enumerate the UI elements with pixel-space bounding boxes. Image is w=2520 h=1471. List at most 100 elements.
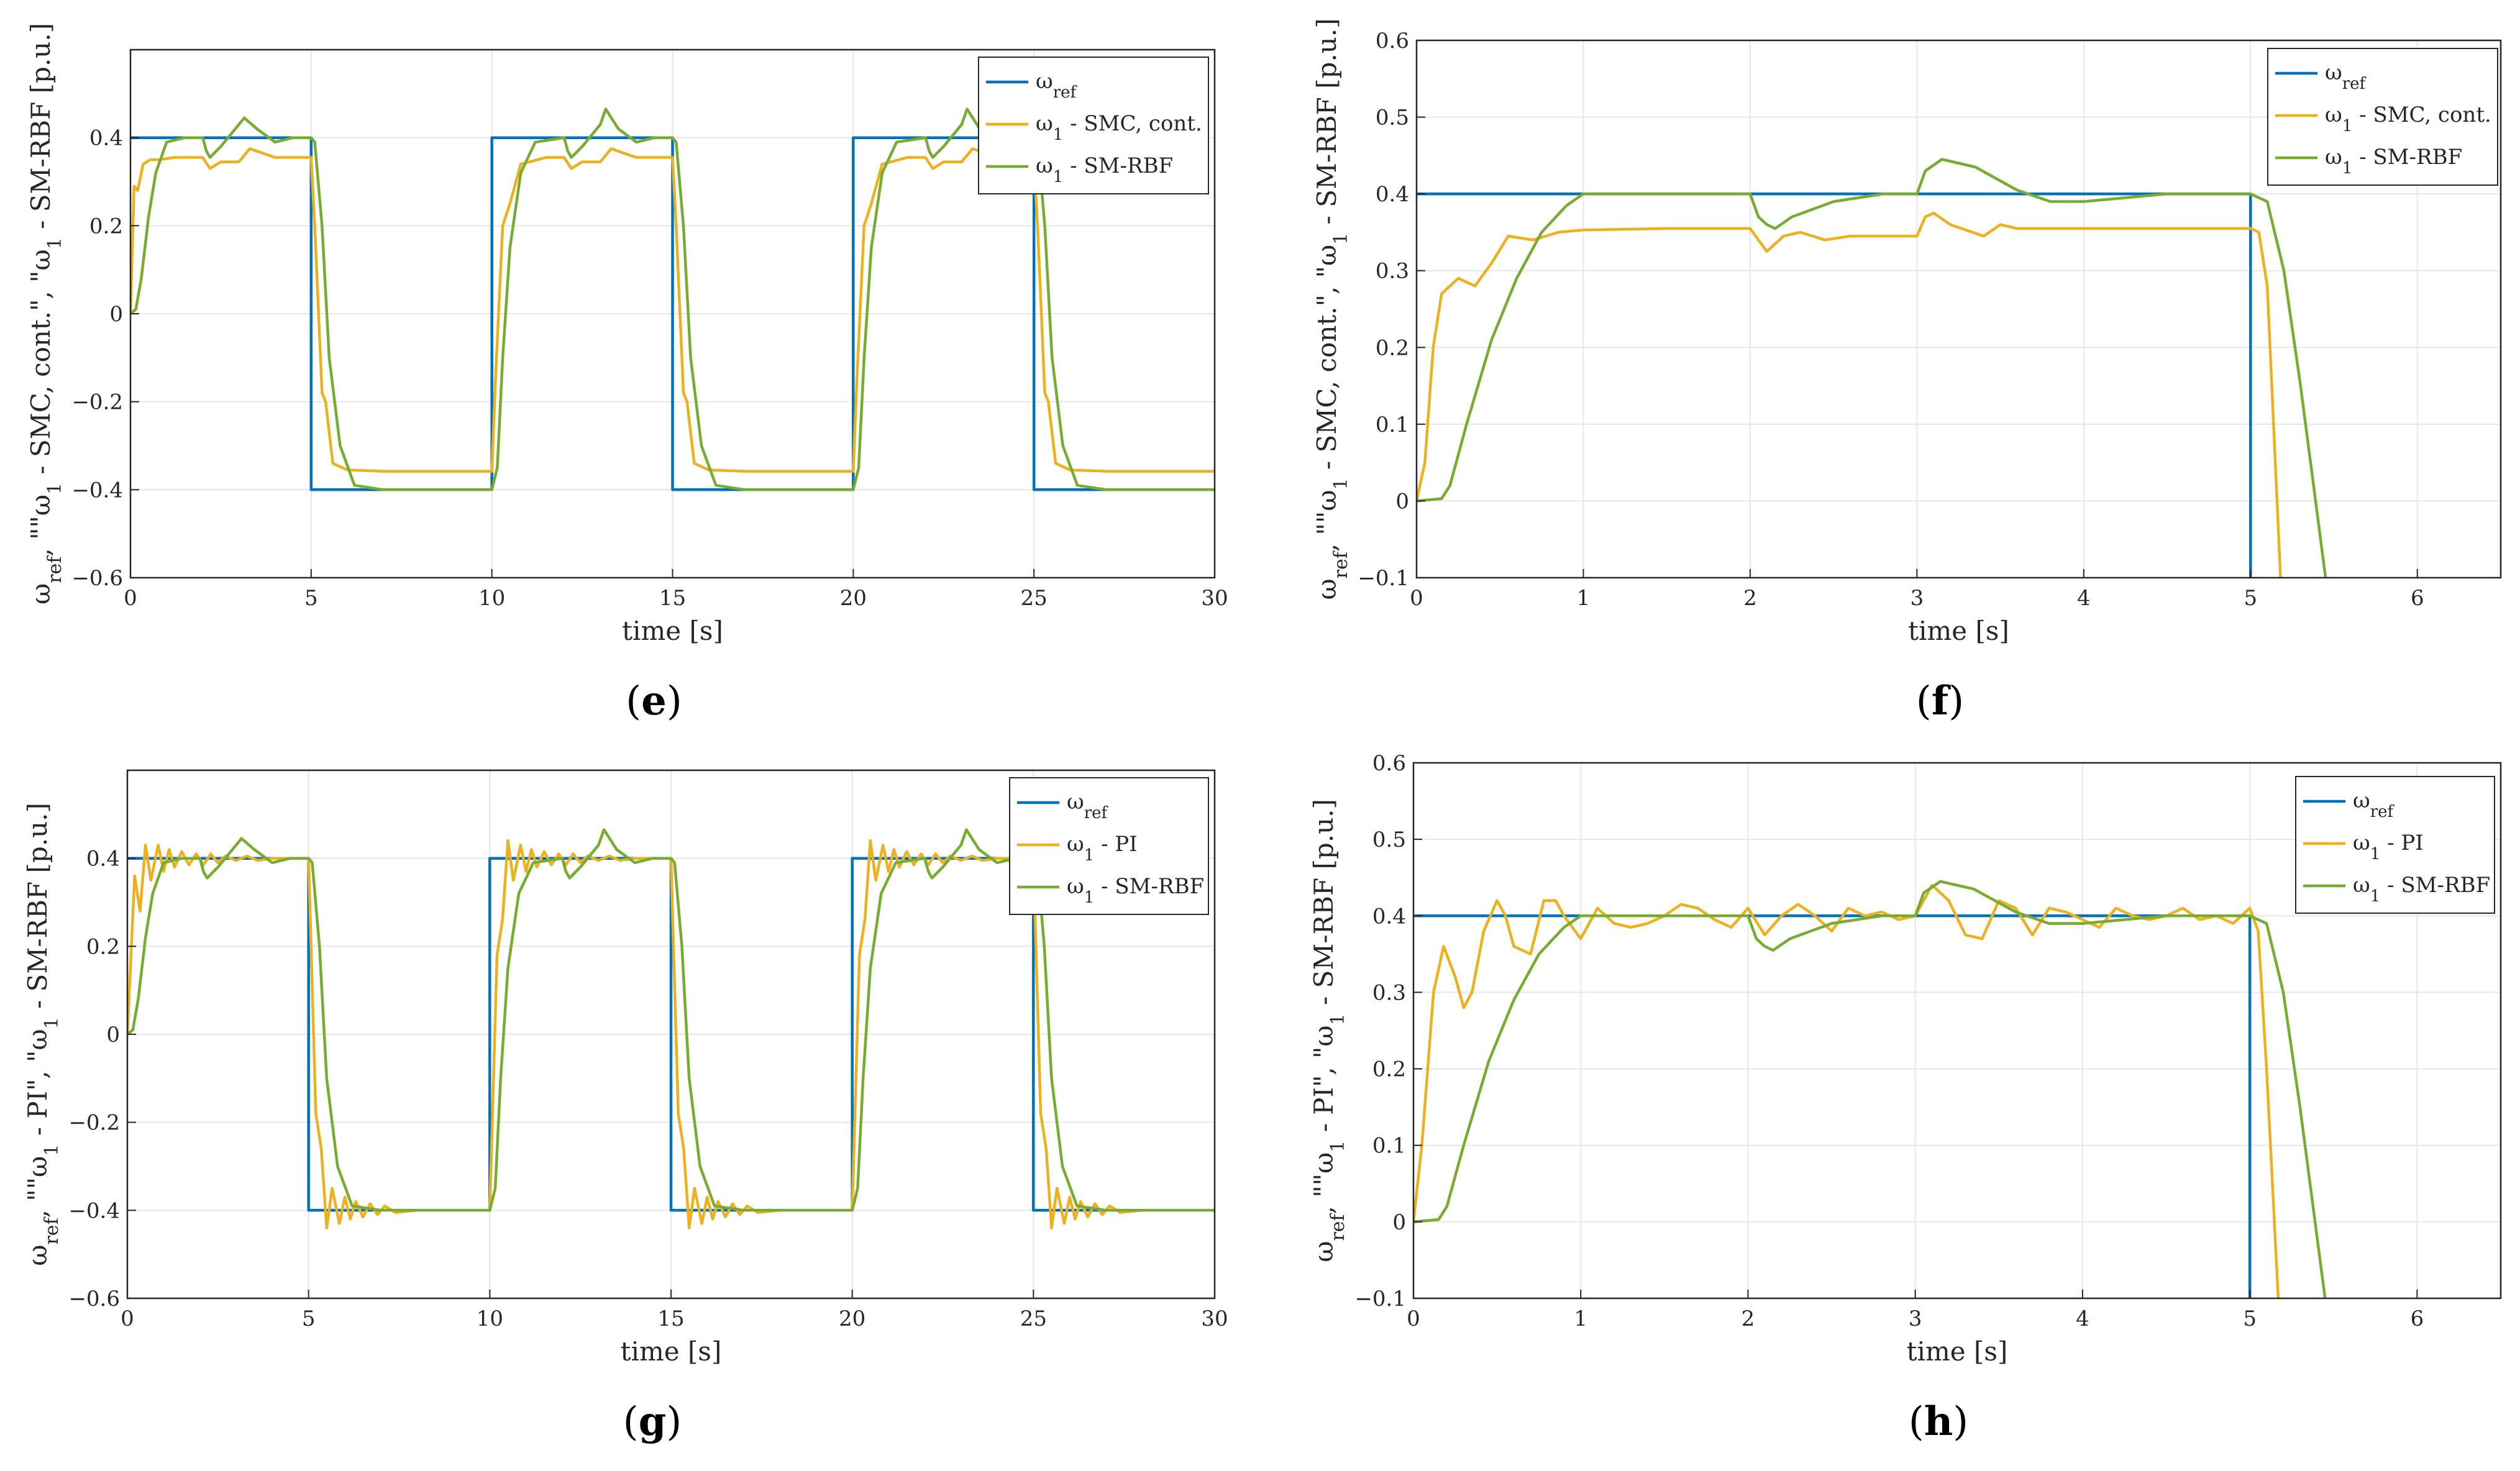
panel-label: (e) bbox=[626, 678, 682, 724]
chart-g: 0 5 10 15 20 25 30 −0.6 −0.4 −0.2 0 0.2 0.4 time [s] ω… bbox=[22, 769, 1228, 1445]
y-tick-label: 0.3 bbox=[1372, 980, 1406, 1005]
x-tick-label: 3 bbox=[1909, 1306, 1922, 1331]
y-tick-label: 0 bbox=[1395, 489, 1409, 514]
panel-label: (g) bbox=[623, 1398, 682, 1445]
y-tick-label: 0 bbox=[1392, 1210, 1406, 1235]
y-tick-label: 0.2 bbox=[89, 214, 123, 239]
axes-frame bbox=[1415, 39, 2502, 579]
y-tick-label: 0.6 bbox=[1372, 751, 1406, 776]
panel-label: (f) bbox=[1916, 678, 1964, 724]
series-line-rbf-2 bbox=[127, 828, 1215, 1212]
series-line-rbf-2 bbox=[1417, 158, 2327, 578]
y-tick-label: −0.6 bbox=[71, 566, 123, 591]
series-line-smc-1 bbox=[1417, 211, 2282, 578]
series-line-rbf-2 bbox=[130, 107, 1215, 491]
series-line-pi-1 bbox=[127, 839, 1215, 1229]
y-tick-label: 0.2 bbox=[1376, 335, 1409, 360]
x-axis-title: time [s] bbox=[1908, 616, 2009, 646]
y-tick-label: 0.6 bbox=[1376, 29, 1409, 53]
legend: ωref ω1 - PI ω1 - SM-RBF bbox=[1009, 777, 1209, 915]
y-axis-title: ωref, ""ω1 - PI", "ω1 - SM-RBF [p.u.] bbox=[1308, 799, 1349, 1262]
x-tick-label: 1 bbox=[1577, 586, 1591, 611]
y-axis-title: ωref, ""ω1 - PI", "ω1 - SM-RBF [p.u.] bbox=[22, 803, 63, 1266]
legend-entry: ω1 - PI bbox=[1067, 832, 1138, 865]
legend-entry: ωref bbox=[1036, 69, 1078, 102]
x-tick-label: 20 bbox=[839, 1306, 865, 1331]
y-tick-label: 0.2 bbox=[86, 934, 120, 959]
legend-entry: ω1 - SM-RBF bbox=[2325, 145, 2462, 178]
x-tick-label: 4 bbox=[2076, 1306, 2089, 1331]
x-tick-label: 0 bbox=[121, 1306, 134, 1331]
y-tick-label: 0.2 bbox=[1372, 1057, 1406, 1082]
y-axis-title: ωref, ""ω1 - SMC, cont.", "ω1 - SM-RBF [… bbox=[1312, 18, 1352, 599]
y-tick-label: −0.6 bbox=[68, 1287, 120, 1311]
y-tick-label: −0.4 bbox=[71, 478, 123, 503]
x-tick-label: 2 bbox=[1743, 586, 1757, 611]
panel-label: (h) bbox=[1909, 1398, 1968, 1445]
legend: ωref ω1 - SMC, cont. ω1 - SM-RBF bbox=[2267, 48, 2498, 186]
series-line-ref-0 bbox=[130, 136, 1215, 491]
x-tick-label: 5 bbox=[302, 1306, 316, 1331]
legend-entry: ωref bbox=[2353, 788, 2395, 821]
legend-entry: ωref bbox=[2325, 60, 2367, 93]
y-tick-label: −0.1 bbox=[1358, 566, 1409, 591]
y-tick-label: 0.4 bbox=[1372, 904, 1406, 929]
legend-box bbox=[2267, 48, 2498, 186]
legend-entry: ω1 - SM-RBF bbox=[1067, 874, 1204, 907]
y-tick-label: −0.1 bbox=[1354, 1287, 1406, 1311]
x-tick-label: 1 bbox=[1574, 1306, 1587, 1331]
y-tick-label: 0.1 bbox=[1376, 412, 1409, 437]
x-tick-label: 5 bbox=[304, 586, 318, 611]
legend-entry: ω1 - SM-RBF bbox=[1036, 153, 1173, 186]
x-tick-label: 0 bbox=[1410, 586, 1423, 611]
x-tick-label: 15 bbox=[659, 586, 686, 611]
y-tick-label: 0.4 bbox=[1376, 182, 1409, 207]
x-tick-label: 25 bbox=[1021, 586, 1048, 611]
legend-entry: ω1 - SMC, cont. bbox=[1036, 111, 1202, 144]
x-tick-label: 5 bbox=[2244, 586, 2257, 611]
x-tick-label: 10 bbox=[478, 586, 505, 611]
x-axis-title: time [s] bbox=[621, 1336, 722, 1367]
x-tick-label: 2 bbox=[1742, 1306, 1755, 1331]
y-axis-title: ωref, ""ω1 - SMC, cont.", "ω1 - SM-RBF [… bbox=[25, 23, 66, 604]
x-axis-title: time [s] bbox=[1907, 1336, 2008, 1367]
y-tick-label: 0.3 bbox=[1376, 259, 1409, 284]
series-line-rbf-2 bbox=[1413, 880, 2327, 1298]
x-tick-label: 6 bbox=[2411, 586, 2424, 611]
x-tick-label: 5 bbox=[2243, 1306, 2257, 1331]
legend-entry: ω1 - SM-RBF bbox=[2353, 873, 2490, 906]
legend-entry: ω1 - PI bbox=[2353, 831, 2424, 863]
y-tick-label: −0.2 bbox=[71, 390, 123, 415]
y-tick-label: −0.4 bbox=[68, 1198, 120, 1223]
y-tick-label: 0.1 bbox=[1372, 1134, 1406, 1159]
y-tick-label: 0 bbox=[109, 302, 123, 327]
x-tick-label: 30 bbox=[1201, 586, 1228, 611]
chart-e: 0 5 10 15 20 25 30 −0.6 −0.4 −0.2 0 0.2 0.4 time [s] ω… bbox=[25, 23, 1228, 724]
series-line-smc-1 bbox=[130, 147, 1215, 473]
legend-entry: ω1 - SMC, cont. bbox=[2325, 102, 2491, 135]
x-tick-label: 25 bbox=[1020, 1306, 1047, 1331]
x-tick-label: 6 bbox=[2411, 1306, 2424, 1331]
x-tick-label: 3 bbox=[1911, 586, 1924, 611]
y-tick-label: 0.4 bbox=[89, 126, 123, 151]
y-tick-label: 0.4 bbox=[86, 847, 120, 872]
x-tick-label: 10 bbox=[477, 1306, 503, 1331]
legend: ωref ω1 - SMC, cont. ω1 - SM-RBF bbox=[978, 57, 1209, 194]
x-tick-label: 15 bbox=[657, 1306, 684, 1331]
x-tick-label: 4 bbox=[2077, 586, 2091, 611]
axes-frame bbox=[1412, 762, 2502, 1300]
x-axis-title: time [s] bbox=[622, 616, 723, 646]
legend: ωref ω1 - PI ω1 - SM-RBF bbox=[2295, 776, 2495, 914]
x-tick-label: 0 bbox=[124, 586, 137, 611]
y-tick-label: −0.2 bbox=[68, 1111, 120, 1136]
x-tick-label: 30 bbox=[1201, 1306, 1228, 1331]
legend-entry: ωref bbox=[1067, 790, 1109, 822]
x-tick-label: 0 bbox=[1407, 1306, 1420, 1331]
x-tick-label: 20 bbox=[840, 586, 867, 611]
y-tick-label: 0.5 bbox=[1372, 827, 1406, 852]
y-tick-label: 0 bbox=[106, 1022, 120, 1047]
series-line-ref-0 bbox=[127, 857, 1215, 1212]
